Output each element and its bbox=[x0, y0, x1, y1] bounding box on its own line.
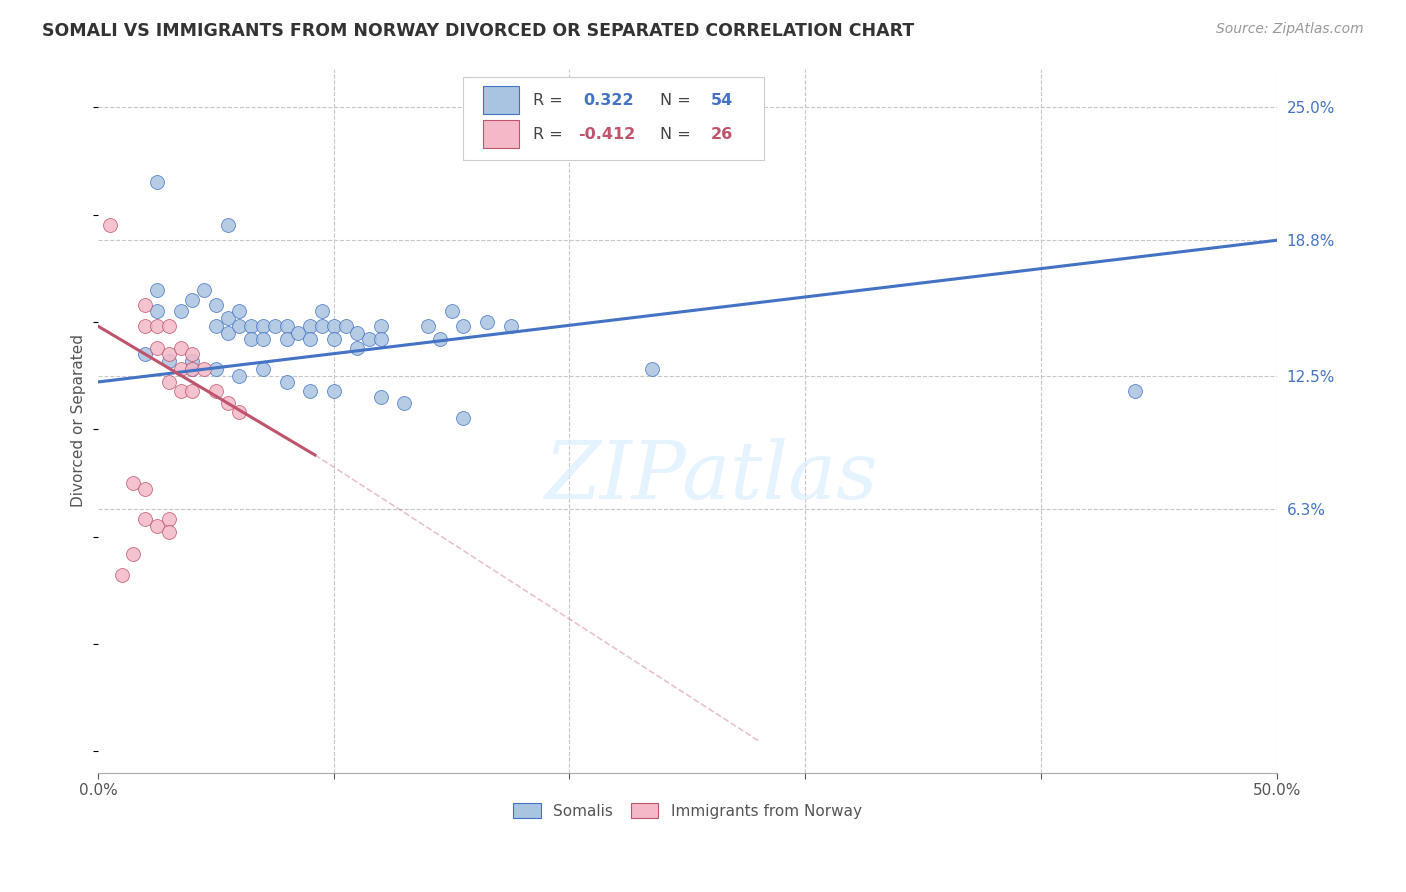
Point bbox=[146, 304, 169, 318]
Point bbox=[240, 332, 263, 346]
Point bbox=[322, 384, 344, 398]
Point bbox=[98, 219, 121, 233]
Point bbox=[169, 341, 191, 355]
Point bbox=[146, 319, 169, 334]
Text: R =: R = bbox=[533, 93, 568, 108]
Point bbox=[134, 512, 156, 526]
Point bbox=[228, 368, 250, 383]
Point bbox=[134, 483, 156, 497]
Point bbox=[1123, 384, 1146, 398]
Point bbox=[263, 319, 285, 334]
Point bbox=[146, 518, 169, 533]
Text: R =: R = bbox=[533, 127, 568, 142]
Point bbox=[193, 362, 215, 376]
Point bbox=[181, 362, 204, 376]
Text: 0.322: 0.322 bbox=[583, 93, 634, 108]
Point bbox=[157, 512, 180, 526]
Point bbox=[370, 390, 392, 404]
Point bbox=[276, 375, 298, 389]
Point bbox=[181, 362, 204, 376]
Text: N =: N = bbox=[661, 93, 696, 108]
Point bbox=[370, 332, 392, 346]
Point bbox=[217, 326, 239, 340]
Point bbox=[335, 319, 357, 334]
Point bbox=[252, 332, 274, 346]
Point bbox=[394, 396, 416, 410]
Point bbox=[346, 326, 368, 340]
FancyBboxPatch shape bbox=[464, 77, 763, 160]
Point bbox=[276, 332, 298, 346]
Point bbox=[157, 319, 180, 334]
Point bbox=[134, 347, 156, 361]
Text: SOMALI VS IMMIGRANTS FROM NORWAY DIVORCED OR SEPARATED CORRELATION CHART: SOMALI VS IMMIGRANTS FROM NORWAY DIVORCE… bbox=[42, 22, 914, 40]
Text: N =: N = bbox=[661, 127, 696, 142]
Point bbox=[205, 298, 228, 312]
Point bbox=[228, 405, 250, 419]
Point bbox=[311, 304, 333, 318]
Point bbox=[205, 319, 228, 334]
Point bbox=[453, 411, 475, 425]
Text: Source: ZipAtlas.com: Source: ZipAtlas.com bbox=[1216, 22, 1364, 37]
Point bbox=[169, 362, 191, 376]
Point bbox=[146, 175, 169, 189]
Text: ZIPatlas: ZIPatlas bbox=[544, 438, 877, 516]
Point bbox=[181, 384, 204, 398]
FancyBboxPatch shape bbox=[484, 120, 519, 148]
Point bbox=[322, 332, 344, 346]
Point bbox=[134, 319, 156, 334]
Point bbox=[157, 347, 180, 361]
Point bbox=[228, 304, 250, 318]
Point bbox=[217, 219, 239, 233]
Point bbox=[122, 475, 145, 490]
Point bbox=[287, 326, 309, 340]
FancyBboxPatch shape bbox=[484, 87, 519, 114]
Point bbox=[205, 362, 228, 376]
Point bbox=[252, 362, 274, 376]
Text: 26: 26 bbox=[711, 127, 733, 142]
Point bbox=[499, 319, 522, 334]
Legend: Somalis, Immigrants from Norway: Somalis, Immigrants from Norway bbox=[508, 797, 868, 825]
Point bbox=[311, 319, 333, 334]
Point bbox=[429, 332, 451, 346]
Point bbox=[217, 396, 239, 410]
Y-axis label: Divorced or Separated: Divorced or Separated bbox=[72, 334, 86, 508]
Point bbox=[169, 304, 191, 318]
Point bbox=[252, 319, 274, 334]
Point bbox=[299, 332, 322, 346]
Point bbox=[440, 304, 463, 318]
Point bbox=[276, 319, 298, 334]
Point bbox=[110, 568, 132, 582]
Point bbox=[370, 319, 392, 334]
Point bbox=[157, 353, 180, 368]
Point bbox=[359, 332, 381, 346]
Point bbox=[322, 319, 344, 334]
Point bbox=[228, 319, 250, 334]
Point bbox=[641, 362, 664, 376]
Point bbox=[475, 315, 498, 329]
Point bbox=[146, 283, 169, 297]
Point bbox=[181, 347, 204, 361]
Text: 54: 54 bbox=[711, 93, 733, 108]
Point bbox=[205, 384, 228, 398]
Point bbox=[122, 547, 145, 561]
Point bbox=[181, 293, 204, 308]
Point bbox=[453, 319, 475, 334]
Point bbox=[193, 283, 215, 297]
Point bbox=[299, 319, 322, 334]
Point bbox=[240, 319, 263, 334]
Point bbox=[416, 319, 439, 334]
Point bbox=[146, 341, 169, 355]
Point bbox=[157, 525, 180, 540]
Text: -0.412: -0.412 bbox=[578, 127, 636, 142]
Point bbox=[217, 310, 239, 325]
Point bbox=[134, 298, 156, 312]
Point bbox=[157, 375, 180, 389]
Point bbox=[181, 353, 204, 368]
Point bbox=[299, 384, 322, 398]
Point bbox=[169, 384, 191, 398]
Point bbox=[346, 341, 368, 355]
